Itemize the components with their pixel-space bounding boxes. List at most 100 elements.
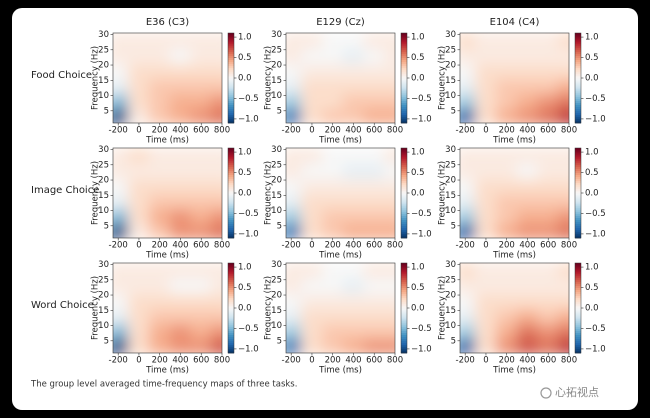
colorbar-step <box>228 291 234 295</box>
heatmap-cell <box>537 338 560 353</box>
heatmap-cell <box>286 47 303 65</box>
colorbar-step <box>228 41 234 44</box>
colorbar-step <box>401 275 407 278</box>
x-axis-label: Time (ms) <box>145 136 189 146</box>
heatmap-cell <box>321 47 344 65</box>
heatmap-cell <box>321 148 344 164</box>
heatmap <box>113 33 222 123</box>
y-tick-label: 15 <box>271 306 282 316</box>
y-tick-label: 20 <box>98 61 109 71</box>
colorbar-step <box>575 316 581 319</box>
heatmap-cell <box>301 263 323 279</box>
colorbar-tick-label: 0.5 <box>411 283 425 293</box>
heatmap-cell <box>475 78 497 95</box>
colorbar-step <box>575 283 581 286</box>
colorbar-step <box>401 88 407 91</box>
heatmap-cell <box>148 223 171 238</box>
heatmap-cell <box>211 223 222 238</box>
heatmap-cell <box>384 293 395 310</box>
colorbar-step <box>575 106 581 110</box>
heatmap-cell <box>537 193 560 210</box>
y-tick-label: 10 <box>445 91 456 101</box>
heatmap <box>286 148 395 238</box>
x-tick-label: 200 <box>499 241 515 251</box>
colorbar-step <box>401 82 407 85</box>
heatmap-cell <box>516 193 539 210</box>
y-tick-label: 5 <box>104 106 109 116</box>
colorbar-step <box>575 310 581 313</box>
plot-frame <box>459 262 570 354</box>
colorbar-tick-label: 0.0 <box>238 304 252 314</box>
heatmap-cell <box>211 78 222 95</box>
heatmap-cell <box>363 293 386 310</box>
colorbar-step <box>401 154 407 157</box>
colorbar-step <box>228 330 234 333</box>
heatmap-cell <box>321 93 344 110</box>
colorbar-tick-label: −1.0 <box>238 344 259 354</box>
colorbar-step <box>401 150 407 153</box>
heatmap-cell <box>286 208 303 225</box>
colorbar-step <box>228 199 234 202</box>
colorbar-step <box>575 65 581 69</box>
colorbar-step <box>401 310 407 313</box>
heatmap-cell <box>113 263 130 279</box>
heatmap-cell <box>558 148 569 164</box>
y-tick-label: 30 <box>271 30 282 40</box>
heatmap-cell <box>169 338 192 353</box>
x-axis-label: Time (ms) <box>145 251 189 261</box>
y-axis-label: Frequency (Hz) <box>91 46 101 110</box>
heatmap-cell <box>211 338 222 353</box>
colorbar-tick-label: −0.5 <box>585 94 606 104</box>
heatmap-cell <box>537 78 560 95</box>
y-tick-label: 20 <box>271 291 282 301</box>
heatmap-cell <box>495 178 518 195</box>
heatmap-cell <box>321 78 344 95</box>
heatmap-cell <box>516 263 539 279</box>
colorbar-step <box>401 316 407 319</box>
heatmap-cell <box>384 162 395 180</box>
heatmap-cell <box>321 108 344 123</box>
colorbar-step <box>228 205 234 208</box>
plot-frame <box>459 147 570 239</box>
colorbar-tick-label: 0.5 <box>238 168 252 178</box>
x-tick-label: 800 <box>561 126 577 136</box>
heatmap-cell <box>128 308 150 325</box>
heatmap-cell <box>537 93 560 110</box>
colorbar-step <box>575 301 581 305</box>
colorbar-step <box>401 59 407 63</box>
heatmap-cell <box>495 78 518 95</box>
heatmap-cell <box>460 308 477 325</box>
heatmap-cell <box>558 323 569 340</box>
colorbar-step <box>575 203 581 206</box>
colorbar-step <box>575 211 581 214</box>
colorbar-step <box>575 324 581 327</box>
colorbar-step <box>401 152 407 155</box>
y-tick-label: 10 <box>445 206 456 216</box>
heatmap-cell <box>495 162 518 180</box>
heatmap-cell <box>286 178 303 195</box>
y-tick-label: 5 <box>277 336 282 346</box>
colorbar-step <box>575 164 581 167</box>
colorbar-step <box>401 338 407 342</box>
colorbar-tick-label: 1.0 <box>411 148 425 158</box>
colorbar-step <box>228 120 234 124</box>
heatmap <box>460 263 569 353</box>
colorbar-step <box>401 168 407 171</box>
colorbar-step <box>401 178 407 182</box>
plot-frame <box>285 262 396 354</box>
heatmap-cell <box>384 277 395 295</box>
colorbar-step <box>228 80 234 83</box>
heatmap-cell <box>495 193 518 210</box>
colorbar-step <box>401 342 407 346</box>
x-axis-label: Time (ms) <box>318 136 362 146</box>
x-tick-label: 600 <box>366 356 382 366</box>
heatmap-cell <box>363 323 386 340</box>
colorbar-step <box>575 37 581 40</box>
y-tick-label: 5 <box>451 336 456 346</box>
y-tick-label: 30 <box>445 145 456 155</box>
heatmap-cell <box>286 78 303 95</box>
colorbar-step <box>575 219 581 223</box>
heatmap-cell <box>211 63 222 80</box>
heatmap-cell <box>495 63 518 80</box>
heatmap-cell <box>475 208 497 225</box>
